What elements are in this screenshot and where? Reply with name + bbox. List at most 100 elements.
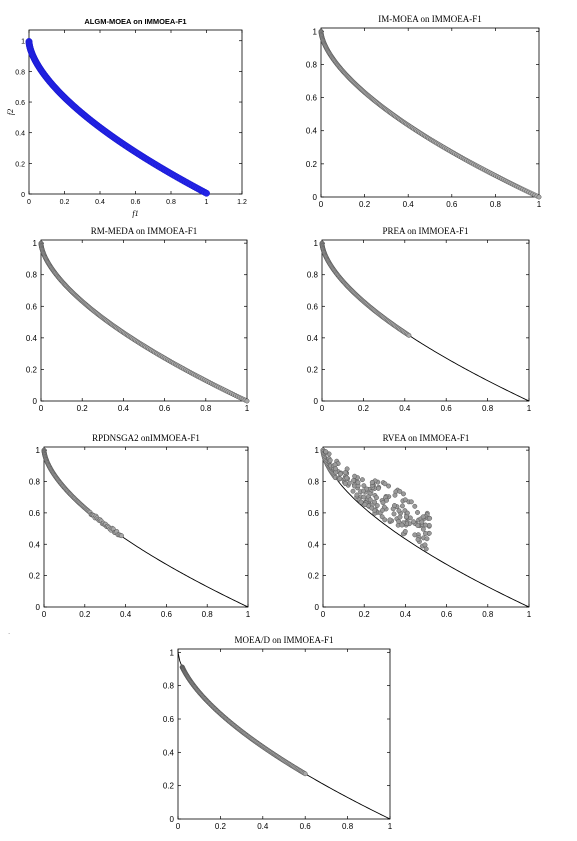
data-point [392,503,397,508]
data-point [374,503,380,508]
chart-title: IM-MOEA on IMMOEA-F1 [378,14,482,24]
data-point [337,476,343,482]
data-point [352,473,358,479]
y-tick-label: 0.4 [163,748,175,757]
plot-frame [321,239,530,402]
data-point [203,189,210,197]
data-point [369,505,375,511]
plot-frame [177,648,391,820]
chart-immoea: IM-MOEA on IMMOEA-F1 0 0.2 0.4 0.6 0.8 1 0 0.2 0.… [306,14,542,209]
y-tick-label: 0.2 [15,161,25,168]
y-tick-label: 0.6 [163,715,175,724]
x-tick-label: 1 [537,200,542,209]
plot-frame [40,239,248,402]
y-tick-label: 0.6 [307,302,319,311]
y-tick-label: 0 [33,397,38,406]
data-point [374,495,379,501]
x-tick-label: 0.8 [202,610,214,619]
y-tick-label: 0.2 [29,572,41,581]
plot-frame [43,446,249,608]
data-point [380,507,386,513]
y-tick-label: 0.8 [26,271,38,280]
x-tick-label: 0.2 [359,610,371,619]
y-tick-label: 0.4 [26,334,38,343]
data-point [342,470,348,476]
series-points [41,447,124,539]
data-point [355,479,361,485]
y-tick-label: 0 [170,815,175,824]
x-tick-label: 0.4 [403,200,415,209]
data-point [338,471,343,477]
x-tick-label: 0 [39,404,44,413]
y-tick-label: 1 [36,446,41,455]
y-axis-label: f2 [6,109,15,115]
y-tick-label: 1 [313,27,318,36]
data-point [399,522,405,528]
x-tick-label: 0 [321,610,326,619]
data-point [399,503,405,509]
series-points [318,28,542,200]
y-tick-label: 0.8 [308,478,320,487]
x-tick-label: 0.6 [446,200,458,209]
data-point [244,398,250,404]
y-tick-label: 1 [314,239,319,248]
y-tick-label: 0.8 [306,60,318,69]
data-point [386,483,392,489]
y-tick-label: 0.4 [307,334,319,343]
x-tick-label: 0.4 [399,404,411,413]
y-tick-label: 1 [170,648,175,657]
series-points [179,664,308,777]
data-point [536,194,542,200]
data-point [350,488,356,494]
x-tick-label: 0.6 [159,404,171,413]
x-tick-label: 0.8 [166,199,176,206]
x-tick-label: 0.8 [342,822,354,831]
data-point [367,497,373,503]
data-point [396,508,402,514]
data-point [361,494,367,500]
x-tick-label: 0 [27,199,31,206]
series-points [38,240,250,404]
data-point [415,510,420,515]
plot-frame [322,446,530,608]
data-point [369,479,375,485]
chart-title: RVEA on IMMOEA-F1 [383,433,470,443]
chart-title: PREA on IMMOEA-F1 [382,226,468,236]
x-tick-label: 0.6 [300,822,312,831]
data-point [375,485,381,491]
true-pareto-front [322,450,530,608]
y-tick-label: 0.6 [29,509,41,518]
y-tick-label: 0.6 [26,302,38,311]
y-tick-label: 0 [314,397,319,406]
series-points [25,38,210,197]
data-point [402,497,408,503]
x-tick-label: 1 [205,199,209,206]
y-tick-label: 0.4 [15,131,25,138]
data-point [360,488,366,494]
x-tick-label: 0.6 [441,610,453,619]
data-point [396,518,402,524]
y-tick-label: 0.2 [163,782,175,791]
data-point [354,492,360,498]
x-tick-label: 0 [319,200,324,209]
data-point [391,511,397,517]
data-point [415,537,421,543]
data-point [361,483,367,489]
x-tick-label: 0.4 [120,610,132,619]
data-point [323,449,329,455]
x-tick-label: 0 [42,610,47,619]
data-point [382,517,388,523]
y-tick-label: 0.8 [29,478,41,487]
x-tick-label: 0.4 [118,404,130,413]
data-point [380,500,386,506]
series-points [320,447,433,552]
chart-title: RM-MEDA on IMMOEA-F1 [91,226,198,236]
data-point [420,514,426,520]
y-tick-label: 0.6 [308,509,320,518]
x-tick-label: 1 [388,822,393,831]
data-point [333,466,339,472]
data-point [427,515,433,521]
x-tick-label: 0.6 [131,199,141,206]
data-point [423,546,429,552]
